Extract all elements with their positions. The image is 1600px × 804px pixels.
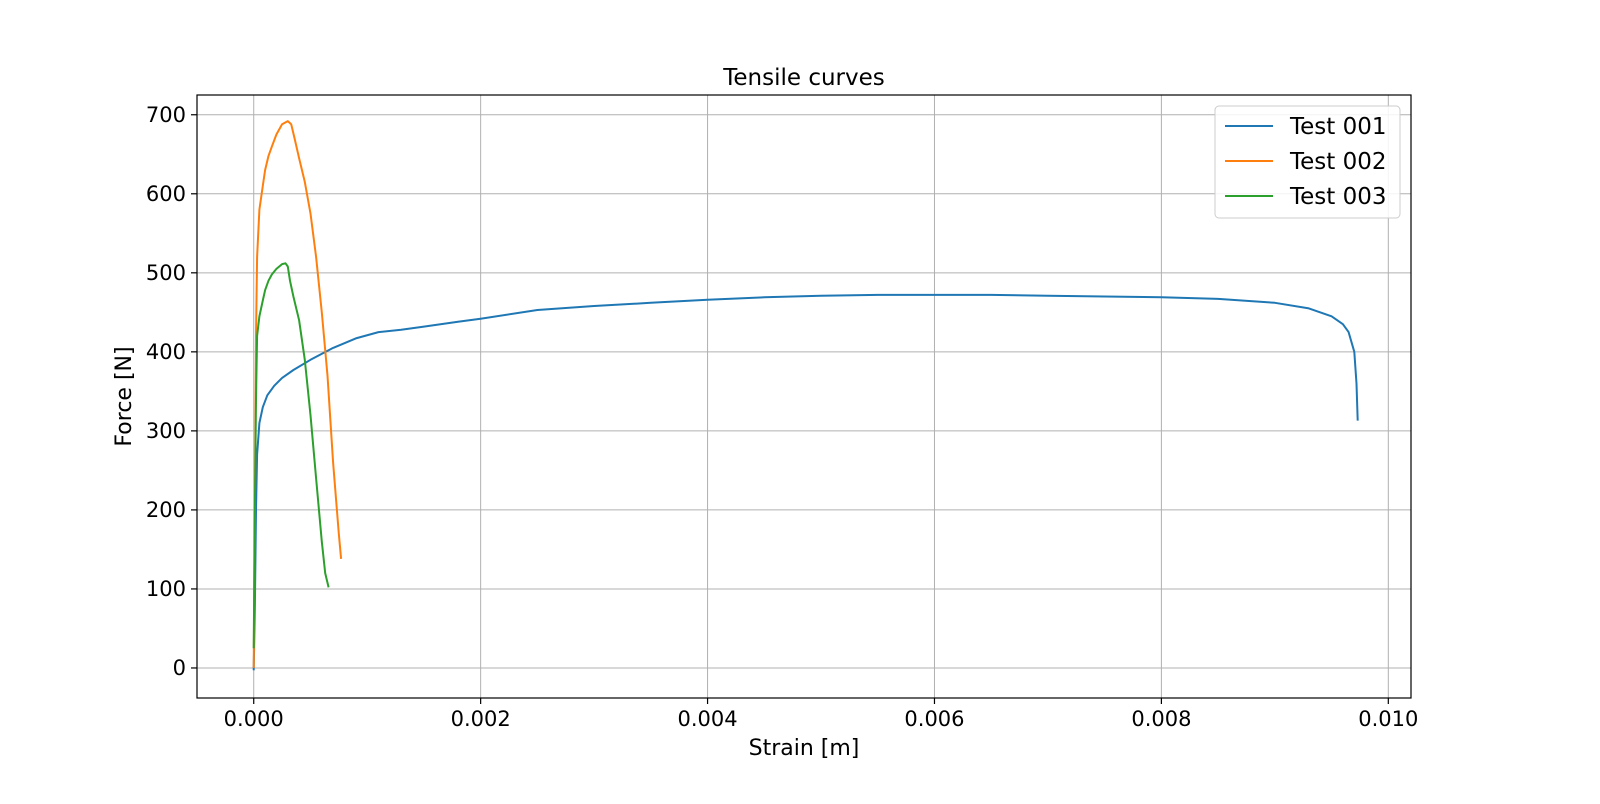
legend-label: Test 001 <box>1289 114 1387 140</box>
grid <box>197 95 1411 698</box>
x-axis-label: Strain [m] <box>749 736 860 761</box>
y-tick-label: 100 <box>146 577 186 601</box>
ticks: 0.000 0.002 0.004 0.006 0.008 0.010 0 100 200 300… <box>146 103 1418 731</box>
y-tick-label: 400 <box>146 340 186 364</box>
y-tick-label: 700 <box>146 103 186 127</box>
y-tick-label: 500 <box>146 261 186 285</box>
x-tick-label: 0.006 <box>904 707 964 731</box>
legend: Test 001 Test 002 Test 003 <box>1214 105 1401 219</box>
legend-label: Test 002 <box>1289 149 1387 175</box>
y-tick-label: 300 <box>146 419 186 443</box>
x-tick-label: 0.004 <box>677 707 737 731</box>
chart-title: Tensile curves <box>722 65 885 91</box>
series-line-test-002 <box>252 120 343 669</box>
series-layer <box>252 120 1359 671</box>
x-tick-label: 0.010 <box>1358 707 1418 731</box>
legend-label: Test 003 <box>1289 184 1387 210</box>
series-line-test-001 <box>252 293 1359 671</box>
y-axis-label: Force [N] <box>112 346 137 446</box>
y-tick-label: 0 <box>173 656 186 680</box>
y-tick-label: 600 <box>146 182 186 206</box>
series-line-test-003 <box>252 262 330 649</box>
x-tick-label: 0.000 <box>224 707 284 731</box>
legend-box <box>1214 105 1401 219</box>
y-tick-label: 200 <box>146 498 186 522</box>
plot-frame <box>196 94 1412 699</box>
x-tick-label: 0.002 <box>451 707 511 731</box>
x-tick-label: 0.008 <box>1131 707 1191 731</box>
